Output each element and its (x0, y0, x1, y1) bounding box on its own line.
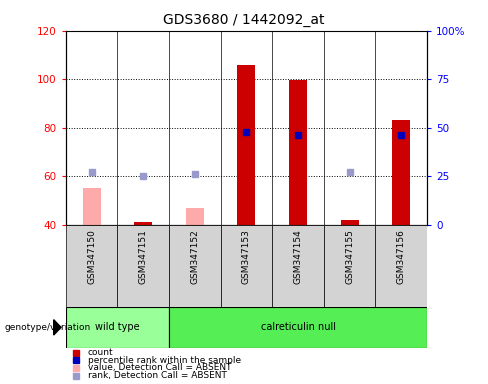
Bar (169, 307, 427, 348)
Bar (118, 225, 169, 307)
Polygon shape (54, 319, 61, 335)
Text: GSM347156: GSM347156 (397, 229, 406, 284)
Text: rank, Detection Call = ABSENT: rank, Detection Call = ABSENT (88, 371, 227, 380)
Text: GDS3680 / 1442092_at: GDS3680 / 1442092_at (163, 13, 325, 27)
Text: GSM347153: GSM347153 (242, 229, 251, 284)
Bar (66, 307, 169, 348)
Bar (324, 225, 375, 307)
Bar (375, 225, 427, 307)
Bar (272, 225, 324, 307)
Bar (82, 188, 101, 225)
Bar (169, 225, 221, 307)
Text: count: count (88, 348, 114, 357)
Bar (289, 80, 307, 225)
Text: GSM347152: GSM347152 (190, 229, 200, 283)
Bar (341, 220, 359, 225)
Text: GSM347150: GSM347150 (87, 229, 96, 284)
Bar (134, 222, 152, 225)
Bar (186, 208, 204, 225)
Text: GSM347151: GSM347151 (139, 229, 148, 284)
Bar (221, 225, 272, 307)
Text: GSM347154: GSM347154 (293, 229, 303, 283)
Bar (66, 225, 118, 307)
Text: GSM347155: GSM347155 (345, 229, 354, 284)
Text: percentile rank within the sample: percentile rank within the sample (88, 356, 241, 365)
Text: wild type: wild type (95, 322, 140, 333)
Text: genotype/variation: genotype/variation (5, 323, 91, 332)
Text: calreticulin null: calreticulin null (261, 322, 336, 333)
Text: value, Detection Call = ABSENT: value, Detection Call = ABSENT (88, 363, 231, 372)
Bar (238, 65, 256, 225)
Bar (392, 121, 410, 225)
